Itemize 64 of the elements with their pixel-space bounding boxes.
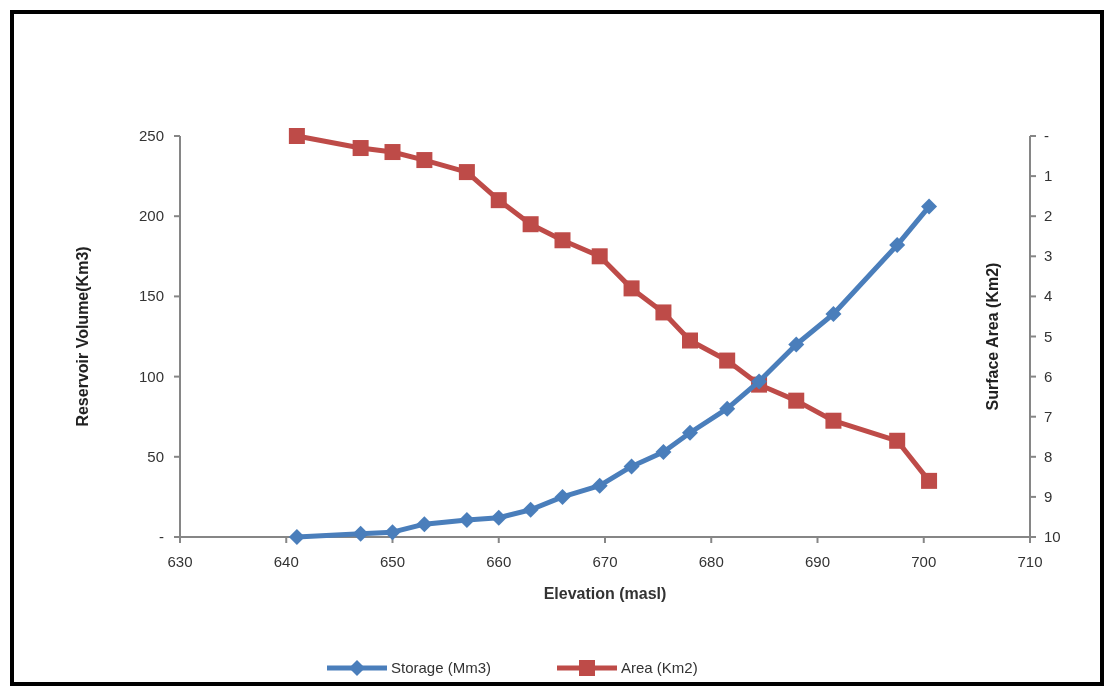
y2-tick-label: 9 xyxy=(1044,487,1053,505)
point xyxy=(554,232,571,249)
x-axis-title: Elevation (masl) xyxy=(543,585,667,602)
point xyxy=(458,164,475,181)
point xyxy=(458,512,475,528)
x-tick-label: 670 xyxy=(592,553,618,570)
point xyxy=(288,529,305,545)
point xyxy=(490,192,507,209)
y2-tick-label: - xyxy=(1044,127,1049,144)
y2-tick-label: 1 xyxy=(1044,167,1053,185)
point xyxy=(416,516,433,533)
y2-axis-title: Surface Area (Km2) xyxy=(984,262,1001,411)
point xyxy=(719,400,736,417)
point xyxy=(522,501,539,518)
x-tick-label: 700 xyxy=(911,553,937,570)
point xyxy=(416,152,433,169)
y-tick-label: 50 xyxy=(147,447,164,465)
point xyxy=(825,306,842,323)
point xyxy=(490,509,507,526)
legend-label: Storage (Mm3) xyxy=(391,659,492,676)
point xyxy=(682,424,698,441)
x-tick-label: 630 xyxy=(167,553,193,570)
point xyxy=(384,144,401,161)
y2-tick-label: 3 xyxy=(1044,247,1053,265)
x-tick-label: 650 xyxy=(379,553,406,570)
point xyxy=(591,477,608,494)
point xyxy=(682,332,698,349)
point xyxy=(655,304,672,321)
y-tick-label: - xyxy=(159,528,164,545)
point xyxy=(788,392,805,409)
y-tick-label: 200 xyxy=(138,207,164,225)
point xyxy=(655,443,672,460)
point xyxy=(352,140,369,157)
x-tick-label: 640 xyxy=(273,553,299,570)
y2-tick-label: 6 xyxy=(1044,367,1053,385)
point xyxy=(719,352,736,369)
point xyxy=(825,412,842,429)
x-tick-label: 660 xyxy=(486,553,512,570)
x-tick-label: 690 xyxy=(804,553,831,570)
y2-tick-label: 10 xyxy=(1044,528,1061,545)
y2-tick-label: 4 xyxy=(1044,287,1053,305)
y2-tick-label: 7 xyxy=(1044,407,1053,425)
point xyxy=(288,128,305,144)
point xyxy=(788,336,805,353)
point xyxy=(889,432,906,449)
point xyxy=(522,216,539,233)
x-tick-label: 680 xyxy=(698,553,724,570)
y-axis-title: Reservoir Volume(Km3) xyxy=(74,246,91,427)
point xyxy=(921,472,938,489)
y2-tick-label: 5 xyxy=(1044,327,1053,345)
point xyxy=(554,488,571,505)
y-tick-label: 250 xyxy=(138,127,164,144)
y-tick-label: 100 xyxy=(138,367,164,385)
point xyxy=(591,248,608,265)
y2-tick-label: 8 xyxy=(1044,447,1053,465)
point xyxy=(623,458,640,475)
point xyxy=(623,280,640,297)
y-tick-label: 150 xyxy=(138,287,164,305)
point xyxy=(889,237,906,254)
y2-tick-label: 2 xyxy=(1044,207,1053,225)
x-tick-label: 710 xyxy=(1017,553,1043,570)
point xyxy=(384,524,401,541)
legend-label: Area (Km2) xyxy=(621,659,698,676)
point xyxy=(921,198,938,215)
